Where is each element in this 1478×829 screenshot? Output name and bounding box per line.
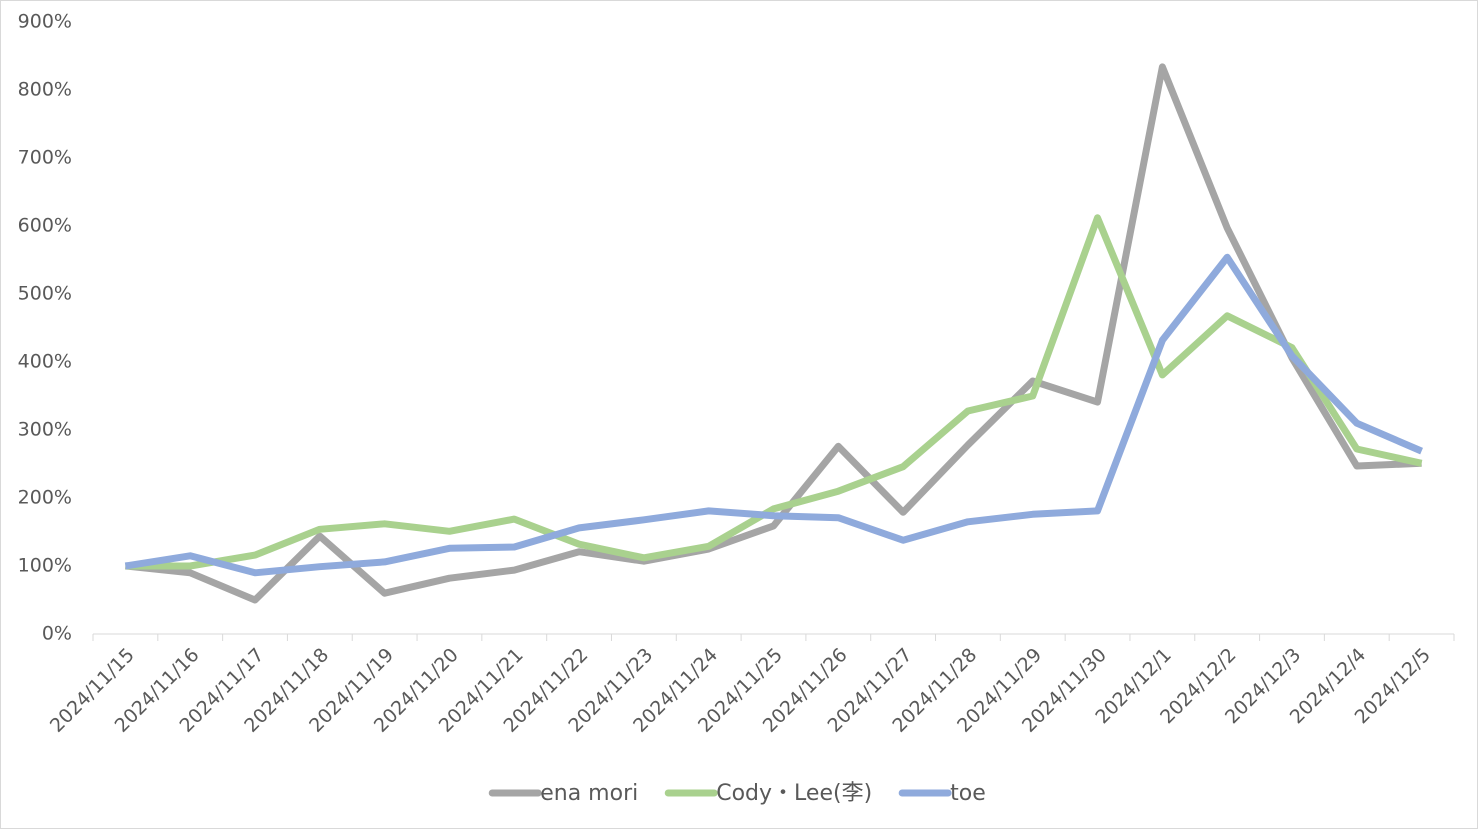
y-tick-label: 600% (18, 215, 72, 237)
series-line (125, 214, 1423, 570)
y-tick-label: 100% (18, 555, 72, 577)
legend-label: ena mori (540, 781, 638, 806)
legend: ena mori Cody・Lee(李) toe (488, 781, 986, 806)
series-line (125, 63, 1422, 604)
y-tick-label: 300% (18, 419, 72, 441)
y-tick-label: 700% (18, 147, 72, 169)
y-tick-label: 900% (18, 11, 72, 33)
legend-label: Cody・Lee(李) (716, 781, 872, 806)
y-tick-label: 800% (18, 79, 72, 101)
y-tick-label: 400% (18, 351, 72, 373)
series-line (124, 253, 1423, 577)
y-tick-label: 500% (18, 283, 72, 305)
legend-label: toe (950, 781, 986, 806)
y-tick-label: 0% (42, 623, 72, 645)
y-tick-label: 200% (18, 487, 72, 509)
